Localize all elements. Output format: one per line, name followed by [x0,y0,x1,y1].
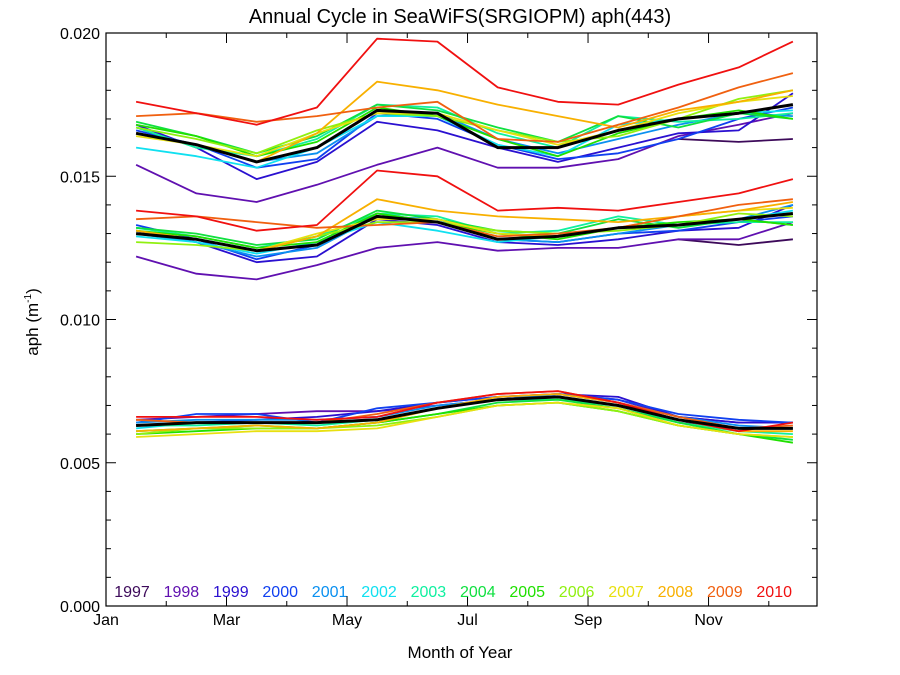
series-group-3 [135,390,794,444]
series-line-2006 [135,89,794,155]
legend-label-2003: 2003 [411,584,447,601]
legend-label-1998: 1998 [164,584,200,601]
legend-label-2006: 2006 [559,584,595,601]
series-line-2005 [136,212,793,249]
series-line-2000 [135,393,793,424]
series-line-1997 [678,238,793,246]
legend-label-2001: 2001 [312,584,348,601]
series-line-1997 [678,138,793,143]
y-tick-label: 0.000 [60,599,100,616]
y-tick-label: 0.005 [60,456,100,473]
series-line-2010 [136,169,794,232]
series-group-1 [135,37,794,203]
series-line-mean [135,212,794,253]
chart-title: Annual Cycle in SeaWiFS(SRGIOPM) aph(443… [249,6,671,28]
y-axis-label-main: aph (m [23,303,42,356]
y-tick-label: 0.015 [60,169,100,186]
legend-label-2005: 2005 [509,584,545,601]
series-layer [135,37,794,444]
legend-label-2009: 2009 [707,584,743,601]
legend-label-2002: 2002 [361,584,397,601]
y-axis-label-superscript: -1 [23,293,34,302]
series-line-2010 [135,37,794,126]
x-tick-label: Jul [457,612,477,629]
x-tick-label: Sep [574,612,603,629]
series-line-2007 [136,401,793,438]
x-tick-label: Jan [93,612,119,629]
series-line-1999 [135,204,794,264]
series-line-1999 [135,92,794,180]
legend-label-2000: 2000 [262,584,298,601]
legend: 1997 1998 1999 2000 2001 2002 2003 2004 2005 2006… [114,584,792,601]
y-axis-ticks: 0.000 0.005 0.010 0.015 0.020 [60,26,817,616]
series-line-2009 [136,72,794,143]
legend-label-1997: 1997 [114,584,150,601]
x-axis-ticks: Jan Mar May Jul Sep Nov [93,33,770,629]
legend-label-2007: 2007 [608,584,644,601]
series-line-2007 [135,95,793,158]
y-axis-label: aph (m-1) [23,288,42,356]
legend-label-2004: 2004 [460,584,496,601]
legend-label-2010: 2010 [756,584,792,601]
legend-label-1999: 1999 [213,584,249,601]
series-line-mean [135,103,794,164]
y-axis-label-close: ) [23,288,42,294]
y-tick-label: 0.020 [60,26,100,43]
x-tick-label: May [332,612,362,629]
legend-label-2008: 2008 [658,584,694,601]
x-tick-label: Mar [213,612,241,629]
series-group-2 [135,169,794,281]
series-line-2004 [136,209,793,246]
series-line-mean [136,395,793,430]
x-axis-label: Month of Year [408,643,513,662]
y-tick-label: 0.010 [60,313,100,330]
series-line-1998 [135,112,794,203]
x-tick-label: Nov [694,612,722,629]
series-line-1998 [135,221,794,281]
